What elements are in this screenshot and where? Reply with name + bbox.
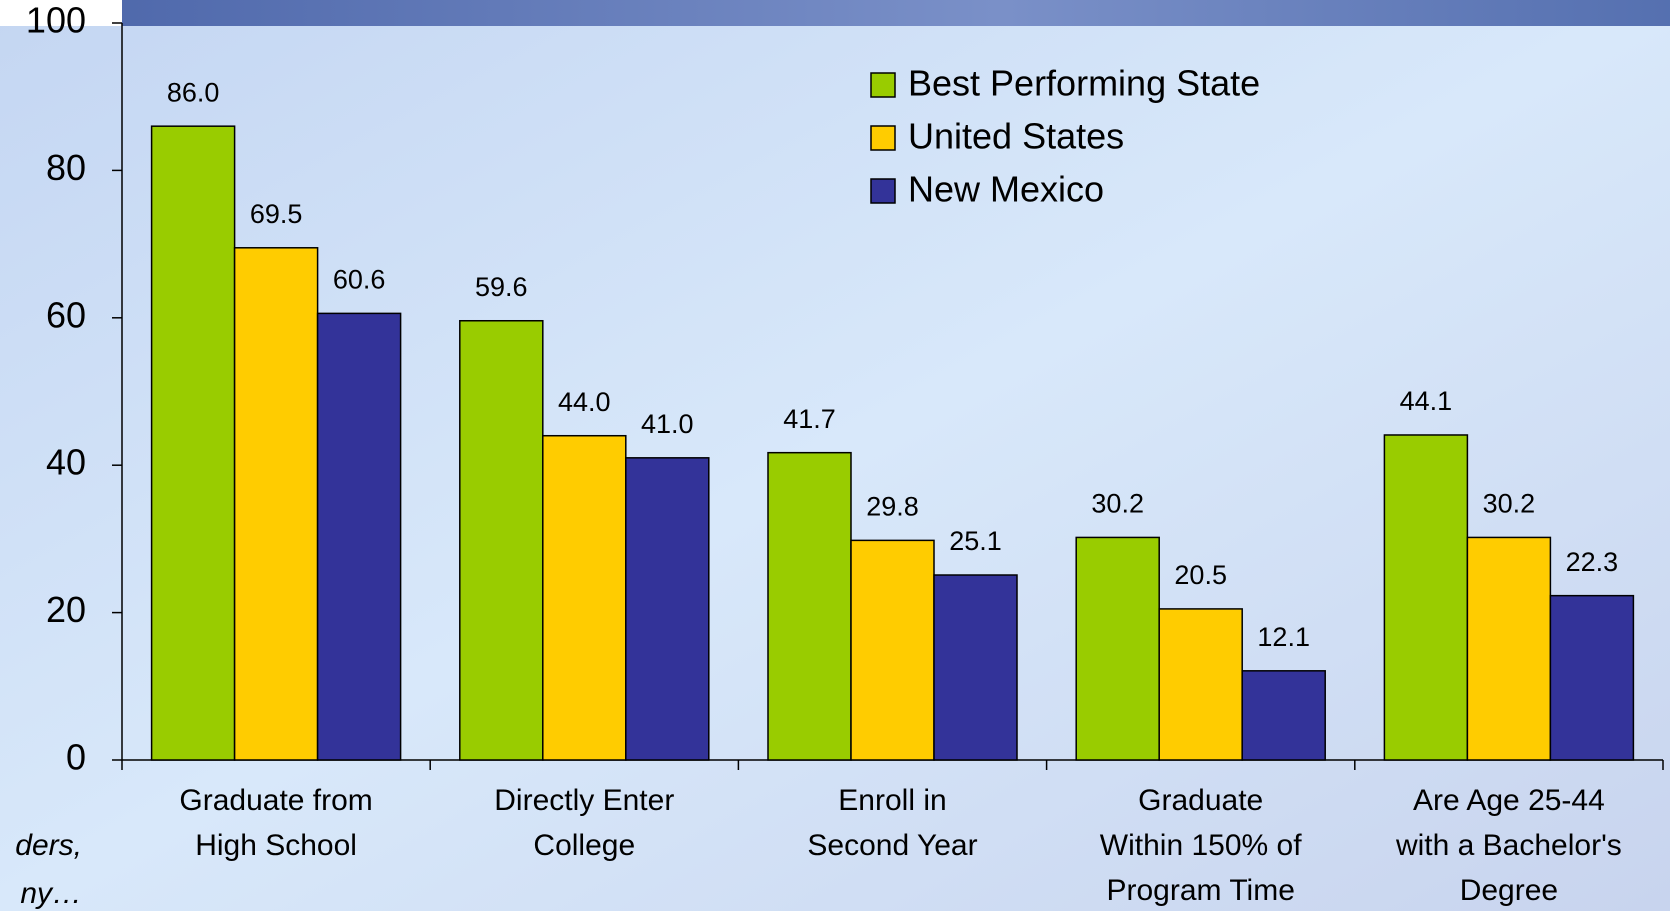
- data-label: 41.0: [641, 409, 694, 439]
- data-label: 59.6: [475, 272, 528, 302]
- bar: [459, 319, 544, 761]
- bar: [1383, 434, 1469, 761]
- x-tick-label: Graduate from High School: [179, 784, 372, 862]
- x-tick-label-line: Directly Enter: [494, 784, 674, 817]
- bar: [1241, 670, 1326, 761]
- x-tick-label-line: Within 150% of: [1100, 829, 1302, 862]
- y-tick-label: 20: [46, 589, 86, 630]
- data-label: 20.5: [1174, 560, 1227, 590]
- x-tick-label-line: College: [533, 829, 635, 862]
- x-tick-label-line: Graduate from: [179, 784, 372, 817]
- data-label: 22.3: [1566, 547, 1619, 577]
- data-label: 60.6: [333, 265, 386, 295]
- data-label: 29.8: [866, 491, 919, 521]
- x-tick-label-line: Second Year: [807, 829, 977, 862]
- legend-swatch: [870, 178, 896, 204]
- bar: [542, 434, 627, 761]
- bar: [1549, 594, 1635, 761]
- bar: [1075, 536, 1160, 761]
- y-tick-label: 80: [46, 147, 86, 188]
- x-tick-label-line: Graduate: [1138, 784, 1263, 817]
- annotation: ders,: [15, 829, 82, 862]
- x-tick-label: Graduate Within 150% of Program Time: [1100, 784, 1302, 907]
- x-tick-label-line: Degree: [1460, 874, 1558, 907]
- bar: [1158, 608, 1243, 761]
- data-label: 12.1: [1257, 622, 1310, 652]
- legend-label: United States: [908, 116, 1124, 157]
- annotation: ny…: [20, 877, 82, 910]
- title-bar: [0, 0, 1670, 26]
- data-label: 30.2: [1483, 489, 1536, 519]
- legend-label: Best Performing State: [908, 63, 1260, 104]
- bar: [850, 539, 935, 761]
- axis-corner: [0, 0, 122, 26]
- y-tick-label: 0: [66, 737, 86, 778]
- legend-swatch: [870, 72, 896, 98]
- bar: [316, 312, 402, 761]
- x-tick-label-line: Are Age 25-44: [1413, 784, 1605, 817]
- data-label: 44.1: [1400, 386, 1453, 416]
- y-tick-label: 60: [46, 294, 86, 335]
- data-label: 25.1: [949, 526, 1002, 556]
- data-label: 86.0: [167, 77, 220, 107]
- x-tick-label-line: Enroll in: [838, 784, 946, 817]
- bar: [233, 247, 319, 761]
- legend-label: New Mexico: [908, 169, 1104, 210]
- x-tick-label: Directly Enter College: [494, 784, 674, 862]
- data-label: 69.5: [250, 199, 303, 229]
- bar: [150, 125, 236, 761]
- x-tick-label-line: Program Time: [1107, 874, 1295, 907]
- data-label: 44.0: [558, 387, 611, 417]
- bar: [767, 451, 852, 761]
- bar: [933, 574, 1018, 761]
- x-tick-label: Are Age 25-44 with a Bachelor's Degree: [1395, 784, 1622, 907]
- data-label: 30.2: [1091, 489, 1144, 519]
- x-tick-label-line: High School: [195, 829, 357, 862]
- x-tick-label: Enroll in Second Year: [807, 784, 977, 862]
- bar: [1466, 536, 1552, 761]
- bar: [625, 457, 710, 761]
- x-tick-label-line: with a Bachelor's: [1395, 829, 1622, 862]
- y-tick-label: 100: [26, 0, 86, 41]
- legend-swatch: [870, 125, 896, 151]
- y-tick-label: 40: [46, 442, 86, 483]
- data-label: 41.7: [783, 404, 836, 434]
